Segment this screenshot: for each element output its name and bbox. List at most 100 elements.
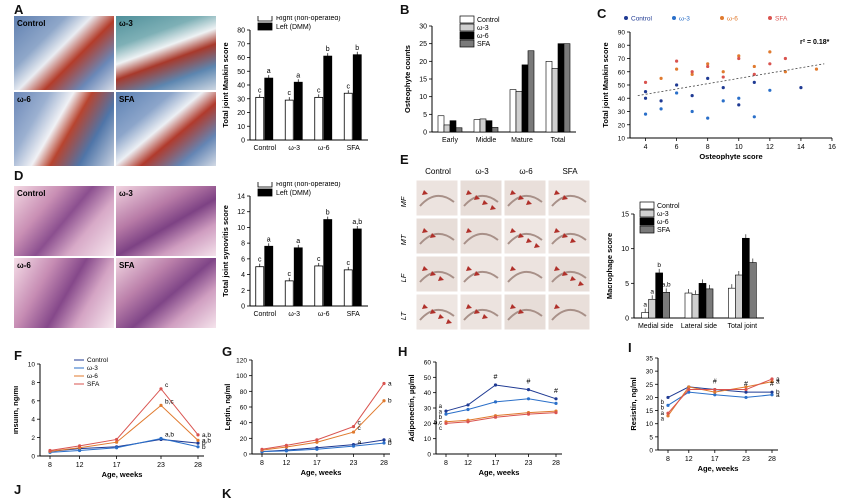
series-point [526,412,531,416]
significance-mark: # [527,379,531,386]
x-tick-label: Middle [476,137,497,144]
bar [293,247,303,307]
legend-swatch [459,23,475,32]
legend-marker [624,16,628,20]
series-point [351,444,356,448]
histology-caption: Control [17,19,46,28]
y-tick-label: 90 [618,30,626,37]
legend-label: Control [477,17,500,24]
y-tick-label: 0 [423,130,427,137]
x-tick-label: 28 [194,462,202,469]
x-tick-label: ω-3 [288,145,300,152]
histology-col-label: ω-3 [475,167,489,176]
sig-letter: b [661,406,665,412]
sig-letter: c [439,426,442,432]
y-axis-title: Total joint Mankin score [601,42,610,127]
sig-letter: a [776,379,780,386]
bar [455,127,463,133]
y-tick-label: 40 [424,390,432,397]
x-tick-label: Total [551,137,566,144]
histology-caption: ω-6 [17,95,31,104]
y-tick-label: 60 [240,405,248,412]
legend-swatch [639,225,655,234]
histology-col-label: Control [425,167,451,176]
y-tick-label: 5 [649,434,653,441]
histology-d-grid: Control ω-3 ω-6 SFA [14,186,216,328]
significance-mark: # [494,374,498,381]
legend-label: SFA [477,41,491,48]
x-tick-label: 8 [666,456,670,463]
sig-letter: a,b [165,432,174,439]
series-point [444,421,448,425]
legend-swatch [639,209,655,218]
macrophage-arrowhead [466,266,472,271]
sig-letter: b [657,262,661,269]
tissue-fold [551,309,587,321]
sig-letter: b [355,45,359,52]
x-tick-label: 17 [711,456,719,463]
scatter-point [659,99,663,103]
series-point [196,438,200,442]
scatter-point [721,86,725,90]
panel-label-d: D [14,168,24,183]
macrophage-arrowhead [554,304,560,309]
series-point [315,447,319,451]
bar [264,245,274,307]
series-point [744,390,748,394]
macrophage-arrowhead [510,228,516,233]
legend-marker [672,16,676,20]
sig-letter: a [776,376,780,383]
significance-mark: # [770,381,774,388]
series-point [666,411,670,415]
bar [662,292,670,319]
histology-a-grid: Control ω-3 ω-6 SFA [14,16,216,166]
series-point [466,420,470,424]
x-tick-label: 8 [260,460,264,467]
panel-label-i: I [628,340,632,355]
y-tick-label: 2 [241,288,245,295]
panel-label-f: F [14,348,22,363]
scatter-point [690,70,694,74]
series-point [382,441,386,445]
series-point [444,412,448,416]
x-tick-label: 6 [675,144,679,151]
chart-d-synovitis: 0 2 4 6 8 10 12 14 Total joint synovitis score Ri… [221,182,368,318]
macrophage-arrowhead [562,195,568,200]
series-point [713,393,717,397]
macrophage-arrowhead [474,271,480,276]
bar [449,120,457,133]
sig-letter: c [347,83,351,90]
scatter-point [690,109,694,114]
x-tick-label: 12 [685,456,693,463]
sig-letter: a [661,417,665,423]
macrophage-arrowhead [422,228,428,233]
series-line [261,383,385,450]
series-line [49,404,199,452]
y-tick-label: 70 [618,56,626,63]
series-point [713,387,717,392]
histology-caption: ω-6 [17,261,31,270]
bar [742,237,750,319]
sig-letter: a [661,411,665,417]
bar [323,55,333,141]
bar [473,119,481,133]
significance-mark: # [713,379,717,386]
y-tick-label: 0 [427,452,431,459]
y-tick-label: 10 [237,225,245,232]
bar [343,269,353,307]
x-tick-label: Lateral side [681,323,717,330]
x-tick-label: 8 [444,460,448,467]
chart-b-osteophyte: 0 5 10 15 20 25 30 Osteophyte counts Controlω-3ω… [403,15,576,144]
y-tick-label: 20 [618,122,626,129]
y-tick-label: 4 [31,417,35,424]
x-tick-label: 23 [350,460,358,467]
macrophage-arrowhead [466,304,472,309]
legend-swatch [257,22,273,31]
series-point [382,438,386,442]
series-point [78,448,82,453]
scatter-point [706,76,710,80]
macrophage-arrowhead [482,314,488,319]
series-point [159,387,163,391]
y-tick-label: 10 [28,362,36,369]
bar [557,43,565,133]
